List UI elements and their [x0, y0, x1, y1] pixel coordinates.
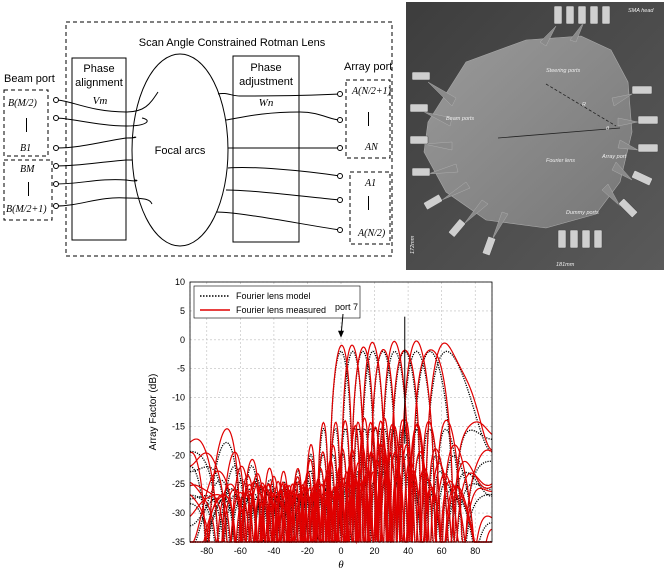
lens-outer-box: [65, 21, 393, 257]
y-tick-label: -25: [172, 479, 185, 489]
y-tick-label: 10: [175, 277, 185, 287]
phase-alignment-box: [71, 57, 127, 241]
vm-label: Vm: [93, 95, 108, 107]
beam-port-b-m2: B(M/2): [8, 98, 38, 109]
array-port-a1: A1: [364, 178, 376, 189]
wn-label: Wn: [259, 97, 274, 109]
x-tick-label: 40: [403, 546, 413, 556]
photo-label-r: R: [582, 102, 586, 108]
x-tick-label: 80: [470, 546, 480, 556]
beam-port-heading: Beam port: [4, 73, 55, 85]
annotation-arrow-head: [338, 330, 344, 338]
array-port-group-top: [345, 79, 391, 159]
measured-curve: [189, 342, 493, 543]
y-tick-label: -35: [172, 537, 185, 547]
x-tick-label: 60: [437, 546, 447, 556]
chart-ticks: -80 -60 -40 -20 0 20 40 60 80 10 5 0 -5 -10 -15 -20 -25 -…: [172, 277, 480, 556]
x-tick-label: 20: [370, 546, 380, 556]
beam-port-group-bottom: [3, 159, 53, 221]
beam-port-ellipsis-top: [26, 118, 27, 132]
model-curve: [189, 350, 493, 543]
phase-alignment-label-1: Phase: [83, 63, 114, 75]
port7-annotation: port 7: [335, 302, 358, 338]
feed-tapers: [423, 21, 639, 241]
array-port-ellipsis-bottom: [368, 196, 369, 210]
array-port-heading: Array port: [344, 61, 392, 73]
array-port-ellipsis-top: [368, 112, 369, 126]
right-transmission-lines: [215, 92, 341, 231]
measured-curve: [189, 341, 493, 543]
photo-label-beam-ports: Beam ports: [446, 116, 474, 122]
photo-label-height: 172mm: [410, 235, 416, 254]
y-tick-label: -30: [172, 508, 185, 518]
phase-adjustment-label-1: Phase: [250, 62, 281, 74]
array-port-a-n2-1: A(N/2+1): [351, 86, 392, 97]
legend-box: [193, 285, 361, 319]
beam-port-group-top: [3, 89, 49, 157]
y-tick-label: -10: [172, 393, 185, 403]
photo-label-steering-ports: Steering ports: [546, 68, 580, 74]
array-port-circles: [337, 91, 343, 233]
beam-port-b1: B1: [20, 143, 31, 154]
x-axis-label: θ: [338, 559, 344, 571]
lens-title: Scan Angle Constrained Rotman Lens: [139, 37, 326, 49]
sma-connectors-left: [409, 71, 496, 256]
lens-board: [423, 35, 633, 229]
focal-arcs-label: Focal arcs: [155, 145, 206, 157]
y-tick-label: -15: [172, 421, 185, 431]
legend-label: Fourier lens model: [236, 291, 311, 301]
x-tick-label: 0: [338, 546, 343, 556]
y-tick-label: -20: [172, 450, 185, 460]
phase-adjustment-label-2: adjustment: [239, 76, 293, 88]
annotation-label: port 7: [335, 302, 358, 312]
legend-label: Fourier lens measured: [236, 305, 326, 315]
x-tick-label: -80: [200, 546, 213, 556]
array-factor-chart: -80 -60 -40 -20 0 20 40 60 80 10 5 0 -5 -10 -15 -20 -25 -…: [148, 277, 493, 571]
beam-port-circles: [53, 97, 59, 209]
x-tick-label: -20: [301, 546, 314, 556]
focal-arcs-ellipse: [131, 53, 229, 247]
y-tick-label: 0: [180, 335, 185, 345]
photo-label-array-port: Array port: [601, 154, 627, 160]
measured-curve: [189, 349, 493, 543]
model-curve: [189, 350, 493, 543]
x-tick-label: -60: [234, 546, 247, 556]
photo-label-dummy-ports: Dummy ports: [566, 210, 599, 216]
sma-connectors-right: [618, 85, 659, 218]
beam-port-b-m2-1: B(M/2+1): [6, 204, 47, 215]
lens-geometry-lines: [497, 83, 621, 139]
beam-port-ellipsis-bottom: [28, 182, 29, 196]
rotman-lens-diagram: Scan Angle Constrained Rotman Lens Phase…: [3, 21, 393, 257]
y-axis-label: Array Factor (dB): [148, 374, 159, 451]
sma-connectors-bottom: [557, 229, 603, 249]
photo-label-theta: θ: [606, 126, 609, 132]
x-tick-label: -40: [267, 546, 280, 556]
fabricated-lens-photo: Beam ports Fourier lens Array port Dummy…: [406, 2, 664, 270]
phase-alignment-label-2: alignment: [75, 77, 123, 89]
photo-label-fourier-lens: Fourier lens: [546, 158, 575, 164]
array-port-an: AN: [364, 142, 379, 153]
y-tick-label: -5: [177, 364, 185, 374]
left-transmission-lines: [55, 91, 159, 207]
beam-port-bm: BM: [20, 164, 35, 175]
plot-frame: [189, 281, 493, 543]
photo-annotations: Beam ports Fourier lens Array port Dummy…: [410, 8, 654, 268]
y-tick-label: 5: [180, 306, 185, 316]
array-port-a-n2: A(N/2): [357, 228, 386, 239]
phase-adjustment-box: [232, 55, 300, 243]
photo-label-width: 181mm: [556, 262, 575, 268]
photo-label-sma-head: SMA head: [628, 8, 654, 14]
sma-connectors-top: [553, 5, 611, 25]
chart-legend: Fourier lens model Fourier lens measured: [193, 285, 361, 319]
